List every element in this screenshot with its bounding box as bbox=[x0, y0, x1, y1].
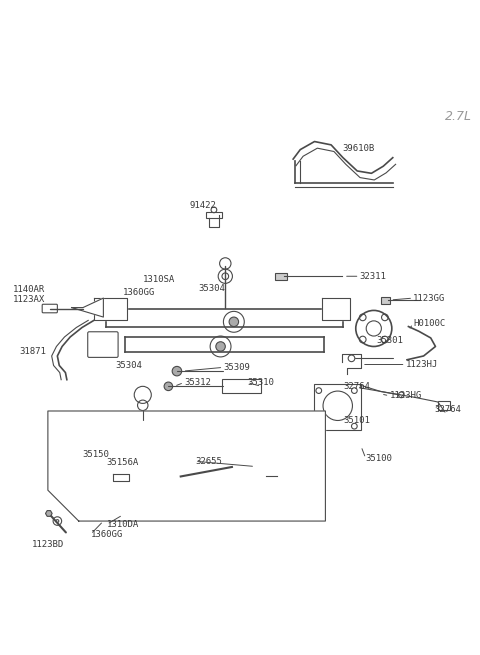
Text: 1310SA: 1310SA bbox=[143, 274, 175, 284]
Circle shape bbox=[106, 303, 110, 307]
Text: 32764: 32764 bbox=[343, 383, 370, 391]
Circle shape bbox=[337, 307, 341, 310]
Circle shape bbox=[117, 303, 121, 307]
Text: 1140AR: 1140AR bbox=[13, 285, 46, 294]
FancyBboxPatch shape bbox=[42, 305, 58, 313]
Polygon shape bbox=[72, 298, 103, 317]
Polygon shape bbox=[322, 298, 350, 320]
Text: 35156A: 35156A bbox=[107, 458, 139, 467]
Text: 35150: 35150 bbox=[82, 450, 109, 459]
Circle shape bbox=[216, 342, 225, 351]
Circle shape bbox=[327, 307, 331, 310]
Ellipse shape bbox=[323, 391, 352, 421]
Bar bbox=[222, 379, 261, 393]
Polygon shape bbox=[94, 298, 127, 320]
Text: 1123BD: 1123BD bbox=[32, 540, 64, 550]
Text: 1310DA: 1310DA bbox=[107, 520, 139, 529]
FancyBboxPatch shape bbox=[88, 332, 118, 358]
Polygon shape bbox=[48, 411, 325, 521]
Bar bbox=[206, 212, 221, 218]
Text: 35301: 35301 bbox=[376, 336, 403, 345]
Bar bbox=[381, 297, 390, 304]
Circle shape bbox=[172, 366, 181, 376]
Text: 35312: 35312 bbox=[184, 378, 211, 387]
Text: 32764: 32764 bbox=[434, 405, 461, 413]
Bar bbox=[108, 449, 133, 474]
Polygon shape bbox=[46, 511, 52, 516]
Text: 35100: 35100 bbox=[366, 454, 393, 463]
Text: 35304: 35304 bbox=[198, 284, 225, 293]
Text: 39610B: 39610B bbox=[342, 143, 374, 153]
Text: 35310: 35310 bbox=[247, 378, 274, 387]
Text: 1123GG: 1123GG bbox=[413, 293, 445, 303]
Text: H0100C: H0100C bbox=[413, 319, 445, 328]
Circle shape bbox=[164, 382, 173, 390]
Text: 1360GG: 1360GG bbox=[91, 530, 123, 539]
Text: 1123HG: 1123HG bbox=[389, 391, 422, 400]
Text: 1360GG: 1360GG bbox=[122, 288, 155, 297]
Text: 91422: 91422 bbox=[189, 200, 216, 210]
Bar bbox=[438, 401, 450, 410]
Bar bbox=[275, 273, 287, 280]
Text: 1123AX: 1123AX bbox=[13, 295, 46, 305]
Text: 35304: 35304 bbox=[115, 362, 142, 371]
Text: 31871: 31871 bbox=[19, 346, 46, 356]
Text: 35101: 35101 bbox=[343, 416, 370, 425]
Text: 32655: 32655 bbox=[195, 457, 222, 466]
Circle shape bbox=[229, 317, 239, 327]
Text: 1123HJ: 1123HJ bbox=[406, 360, 438, 369]
Text: 2.7L: 2.7L bbox=[445, 110, 472, 123]
Text: 32311: 32311 bbox=[360, 272, 386, 281]
Text: 35309: 35309 bbox=[223, 363, 250, 372]
Bar bbox=[314, 384, 361, 430]
